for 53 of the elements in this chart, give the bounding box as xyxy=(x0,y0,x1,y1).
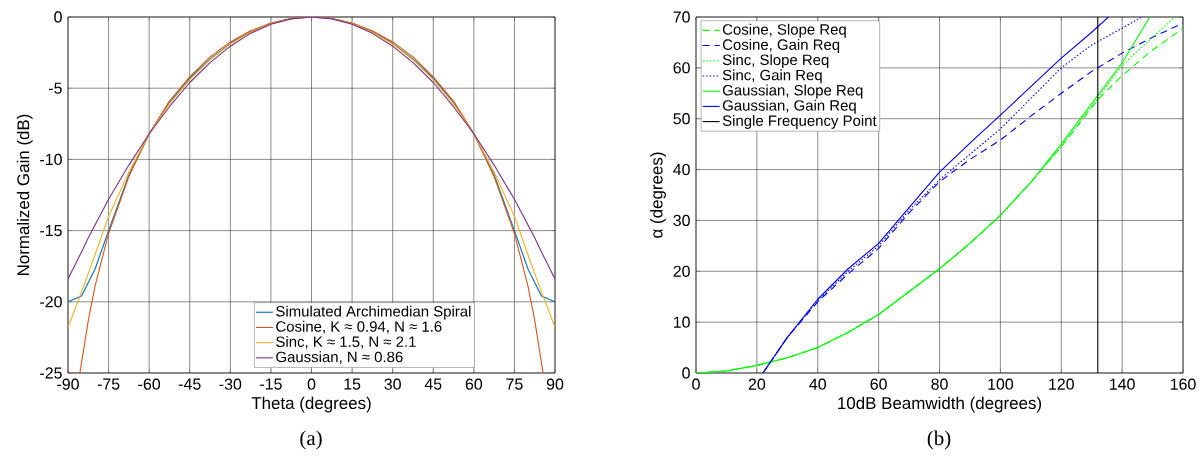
y-tick-label: -10 xyxy=(40,153,62,166)
y-tick-label: 30 xyxy=(673,214,690,227)
legend-label: Simulated Archimedian Spiral xyxy=(276,305,471,320)
x-tick-label: -15 xyxy=(260,378,282,390)
x-axis-title: Theta (degrees) xyxy=(251,396,371,413)
x-axis-title: 10dB Beamwidth (degrees) xyxy=(838,396,1042,413)
y-tick-label: -20 xyxy=(40,296,62,308)
legend-label: Single Frequency Point xyxy=(722,114,877,129)
legend-label: Cosine, K ≈ 0.94, N ≈ 1.6 xyxy=(276,320,442,334)
y-tick-label: -5 xyxy=(49,82,62,94)
text: (a) xyxy=(300,430,322,450)
y-axis-title: Normalized Gain (dB) xyxy=(16,114,33,276)
x-tick-label: 0 xyxy=(307,378,316,390)
legend-label: Cosine, Gain Req xyxy=(722,38,840,53)
legend-label: Sinc, Gain Req xyxy=(722,69,822,84)
legend-label: Cosine, Slope Req xyxy=(722,23,846,38)
text: (b) xyxy=(927,430,951,450)
x-tick-label: 80 xyxy=(931,378,948,390)
x-tick-label: 60 xyxy=(870,378,887,390)
x-tick-label: 45 xyxy=(424,378,442,390)
y-tick-label: -15 xyxy=(40,225,62,237)
y-tick-label: 40 xyxy=(673,163,690,176)
y-axis-title: α (degrees) xyxy=(650,152,666,238)
legend-label: Sinc, Slope Req xyxy=(722,54,829,69)
y-tick-label: 10 xyxy=(673,316,690,328)
y-tick-label: 0 xyxy=(682,367,690,379)
y-tick-label: -25 xyxy=(40,367,62,379)
y-tick-label: 20 xyxy=(673,265,690,277)
x-tick-label: 15 xyxy=(344,378,361,390)
x-tick-label: 140 xyxy=(1110,378,1135,390)
legend-label: Gaussian, Gain Req xyxy=(722,99,856,114)
y-tick-label: 50 xyxy=(673,113,690,125)
x-tick-label: 90 xyxy=(546,378,564,390)
x-tick-label: 120 xyxy=(1049,378,1074,390)
legend-label: Sinc, K ≈ 1.5, N ≈ 2.1 xyxy=(276,336,416,349)
legend-label: Gaussian, Slope Req xyxy=(722,84,863,99)
x-tick-label: -45 xyxy=(178,378,201,390)
x-tick-label: -60 xyxy=(138,378,161,390)
x-tick-label: -90 xyxy=(57,378,79,390)
legend-label: Gaussian, N ≈ 0.86 xyxy=(276,351,403,364)
x-tick-label: 75 xyxy=(506,378,523,390)
y-tick-label: 60 xyxy=(673,62,690,74)
y-tick-label: 70 xyxy=(673,11,690,23)
x-tick-label: 0 xyxy=(692,378,700,390)
y-tick-label: 0 xyxy=(54,11,62,23)
x-tick-label: 40 xyxy=(809,378,826,390)
x-tick-label: 30 xyxy=(384,378,401,390)
x-tick-label: 60 xyxy=(465,378,483,390)
x-tick-label: -30 xyxy=(219,378,242,390)
x-tick-label: 100 xyxy=(988,378,1014,390)
x-tick-label: 20 xyxy=(748,378,766,390)
x-tick-label: 160 xyxy=(1170,378,1196,390)
x-tick-label: -75 xyxy=(97,378,120,390)
